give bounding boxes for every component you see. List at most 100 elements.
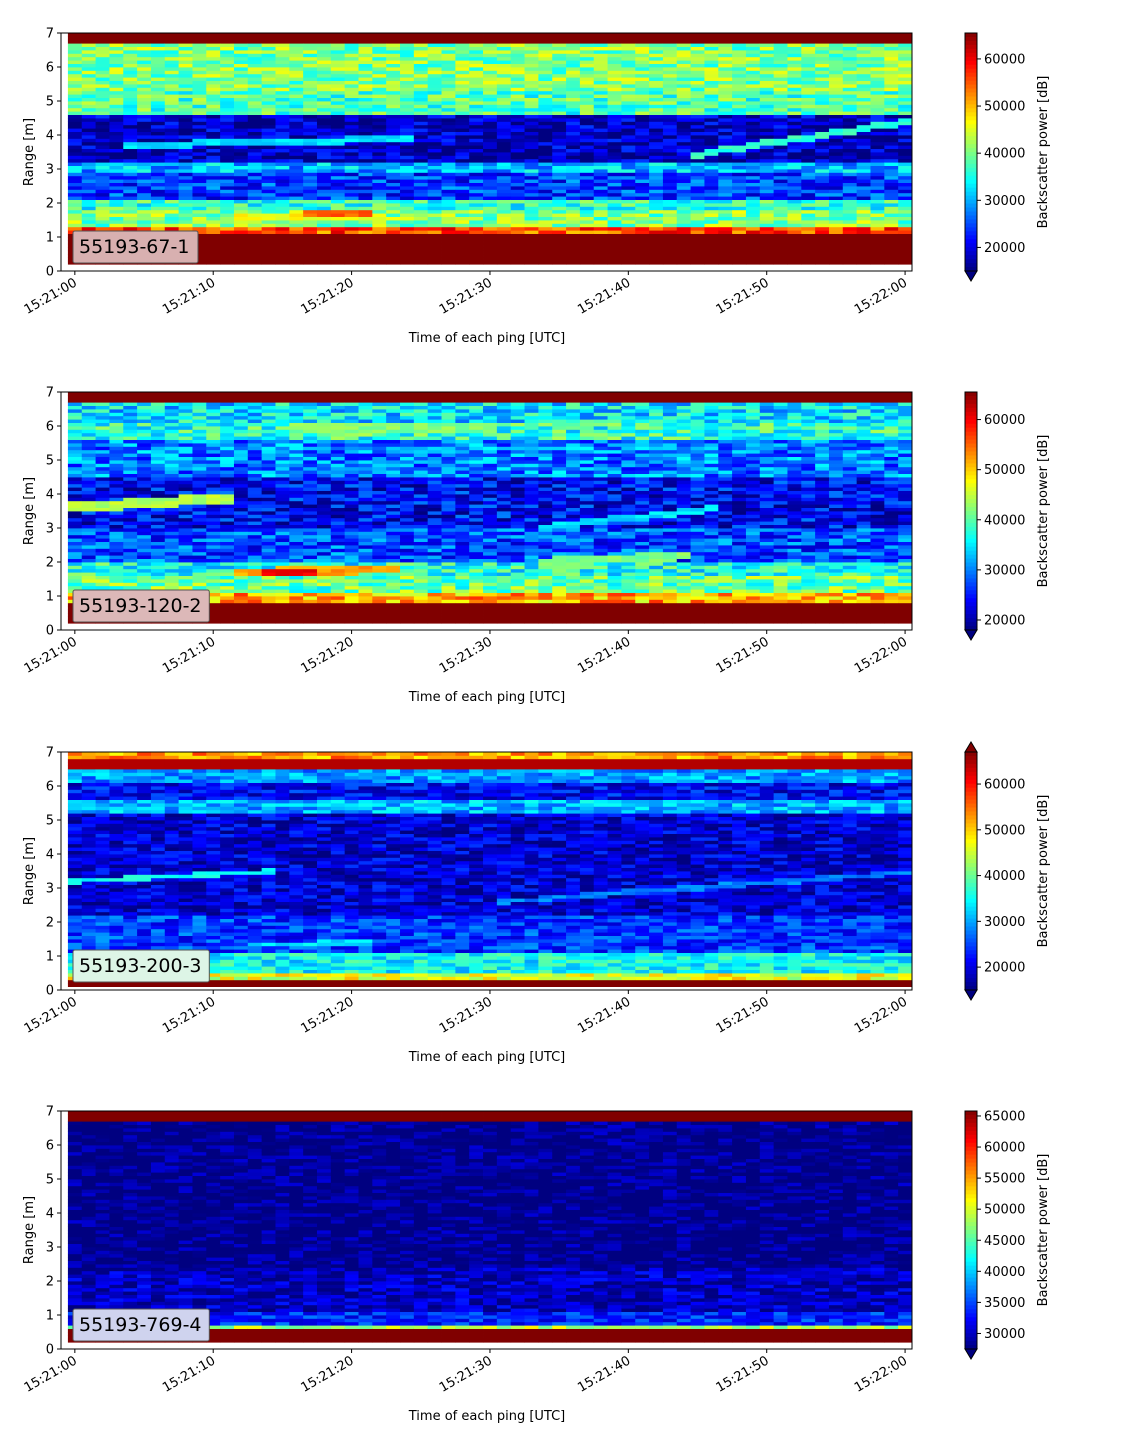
heatmap-cell	[220, 182, 235, 187]
heatmap-cell	[289, 155, 304, 160]
heatmap-cell	[192, 419, 207, 423]
heatmap-cell	[400, 73, 415, 78]
heatmap-cell	[856, 175, 871, 180]
heatmap-cell	[413, 73, 429, 78]
heatmap-cell	[178, 568, 193, 573]
heatmap-cell	[441, 60, 456, 64]
heatmap-cell	[510, 60, 525, 64]
heatmap-cell	[469, 189, 484, 194]
heatmap-cell	[552, 124, 567, 129]
heatmap-cell	[164, 104, 180, 109]
heatmap-cell	[898, 206, 913, 211]
heatmap-cell	[828, 70, 844, 75]
heatmap-cell	[178, 33, 193, 37]
heatmap-cell	[828, 257, 844, 262]
heatmap-cell	[441, 230, 456, 234]
heatmap-cell	[206, 531, 221, 536]
heatmap-cell	[95, 579, 110, 583]
heatmap-cell	[289, 165, 304, 170]
heatmap-cell	[192, 152, 207, 156]
heatmap-cell	[510, 70, 525, 75]
heatmap-cell	[801, 43, 816, 47]
colorbar-segment	[965, 68, 977, 74]
heatmap-cell	[870, 199, 885, 204]
heatmap-cell	[455, 203, 470, 207]
heatmap-cell	[649, 135, 664, 139]
heatmap-cell	[192, 460, 207, 464]
heatmap-cell	[206, 63, 221, 68]
heatmap-cell	[109, 453, 124, 457]
heatmap-cell	[413, 192, 429, 197]
heatmap-cell	[123, 460, 138, 464]
heatmap-cell	[815, 111, 830, 115]
heatmap-cell	[164, 443, 180, 447]
heatmap-cell	[566, 50, 581, 54]
heatmap-cell	[178, 545, 193, 549]
heatmap-cell	[400, 80, 415, 85]
heatmap-cell	[732, 257, 747, 262]
heatmap-cell	[718, 36, 733, 41]
heatmap-cell	[427, 237, 442, 241]
heatmap-cell	[150, 395, 166, 400]
heatmap-cell	[773, 131, 788, 136]
heatmap-cell	[247, 186, 263, 190]
heatmap-cell	[164, 182, 180, 187]
heatmap-cell	[95, 426, 110, 430]
heatmap-cell	[510, 128, 525, 132]
heatmap-cell	[815, 226, 830, 231]
heatmap-cell	[732, 84, 747, 88]
heatmap-cell	[621, 216, 636, 221]
heatmap-cell	[690, 90, 705, 95]
heatmap-cell	[427, 155, 442, 160]
heatmap-cell	[828, 148, 844, 153]
heatmap-cell	[759, 39, 775, 44]
heatmap-cell	[275, 141, 290, 146]
heatmap-cell	[220, 73, 235, 78]
heatmap-cell	[898, 260, 913, 265]
heatmap-cell	[593, 175, 608, 180]
heatmap-cell	[316, 165, 332, 170]
heatmap-cell	[842, 107, 858, 112]
heatmap-cell	[801, 87, 816, 92]
heatmap-cell	[649, 158, 664, 163]
heatmap-cell	[718, 84, 733, 88]
heatmap-cell	[81, 565, 96, 570]
heatmap-cell	[469, 213, 484, 217]
heatmap-cell	[67, 555, 83, 559]
heatmap-cell	[303, 111, 318, 115]
heatmap-cell	[275, 179, 290, 183]
heatmap-cell	[732, 131, 747, 136]
heatmap-cell	[275, 80, 290, 85]
heatmap-cell	[150, 432, 166, 437]
heatmap-cell	[192, 541, 207, 546]
heatmap-cell	[732, 240, 747, 245]
heatmap-cell	[718, 39, 733, 44]
heatmap-cell	[524, 80, 539, 85]
heatmap-cell	[95, 473, 110, 478]
heatmap-cell	[206, 33, 221, 37]
heatmap-cell	[220, 104, 235, 109]
heatmap-cell	[842, 247, 858, 251]
heatmap-cell	[330, 216, 346, 221]
heatmap-cell	[510, 192, 525, 197]
heatmap-cell	[787, 199, 802, 204]
heatmap-cell	[718, 135, 733, 139]
heatmap-cell	[344, 138, 359, 143]
heatmap-cell	[289, 257, 304, 262]
heatmap-cell	[483, 43, 498, 47]
heatmap-cell	[178, 141, 193, 146]
colorbar-segment	[965, 144, 977, 149]
heatmap-cell	[469, 243, 484, 248]
heatmap-cell	[566, 186, 581, 190]
heatmap-cell	[704, 50, 719, 54]
heatmap-cell	[220, 128, 235, 132]
heatmap-cell	[732, 141, 747, 146]
heatmap-cell	[206, 182, 221, 187]
heatmap-cell	[400, 138, 415, 143]
heatmap-cell	[538, 223, 553, 228]
heatmap-cell	[372, 67, 387, 71]
heatmap-cell	[621, 46, 636, 51]
heatmap-cell	[566, 226, 581, 231]
heatmap-cell	[344, 196, 359, 200]
